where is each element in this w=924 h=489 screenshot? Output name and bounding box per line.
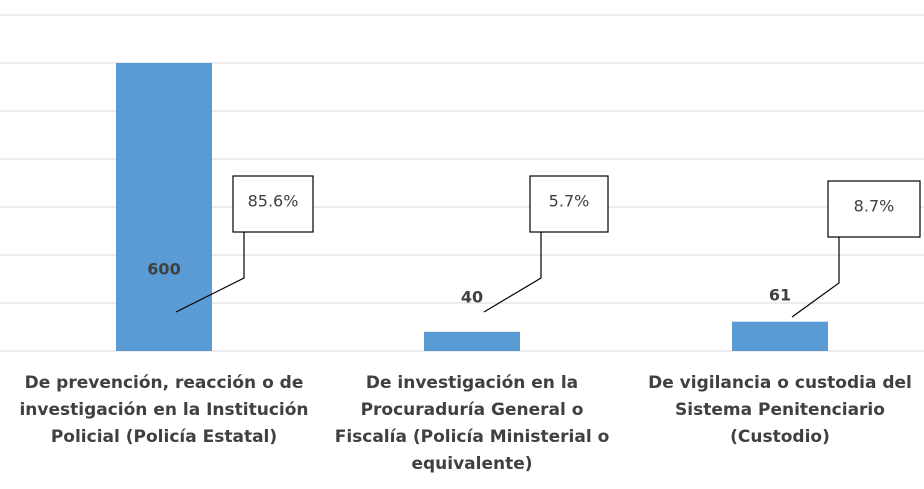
callout-box: [232, 175, 314, 233]
bar: [116, 63, 212, 351]
value-label: 600: [147, 260, 180, 279]
x-tick-label: De investigación en la Procuraduría Gene…: [334, 373, 610, 474]
callout-label: 8.7%: [854, 197, 895, 216]
callout-label: 85.6%: [248, 192, 299, 211]
leader-line: [483, 232, 542, 313]
value-label: 40: [461, 288, 483, 307]
callout-label: 5.7%: [549, 192, 590, 211]
x-tick-label: De vigilancia o custodia del Sistema Pen…: [648, 373, 912, 447]
bar: [424, 331, 520, 351]
value-label: 61: [769, 286, 791, 305]
x-tick-label: De prevención, reacción o de investigaci…: [19, 373, 309, 447]
callout-box: [827, 180, 921, 238]
bar: [732, 321, 828, 351]
callout-box: [529, 175, 609, 233]
leader-line: [791, 237, 840, 318]
leader-line: [175, 232, 245, 313]
